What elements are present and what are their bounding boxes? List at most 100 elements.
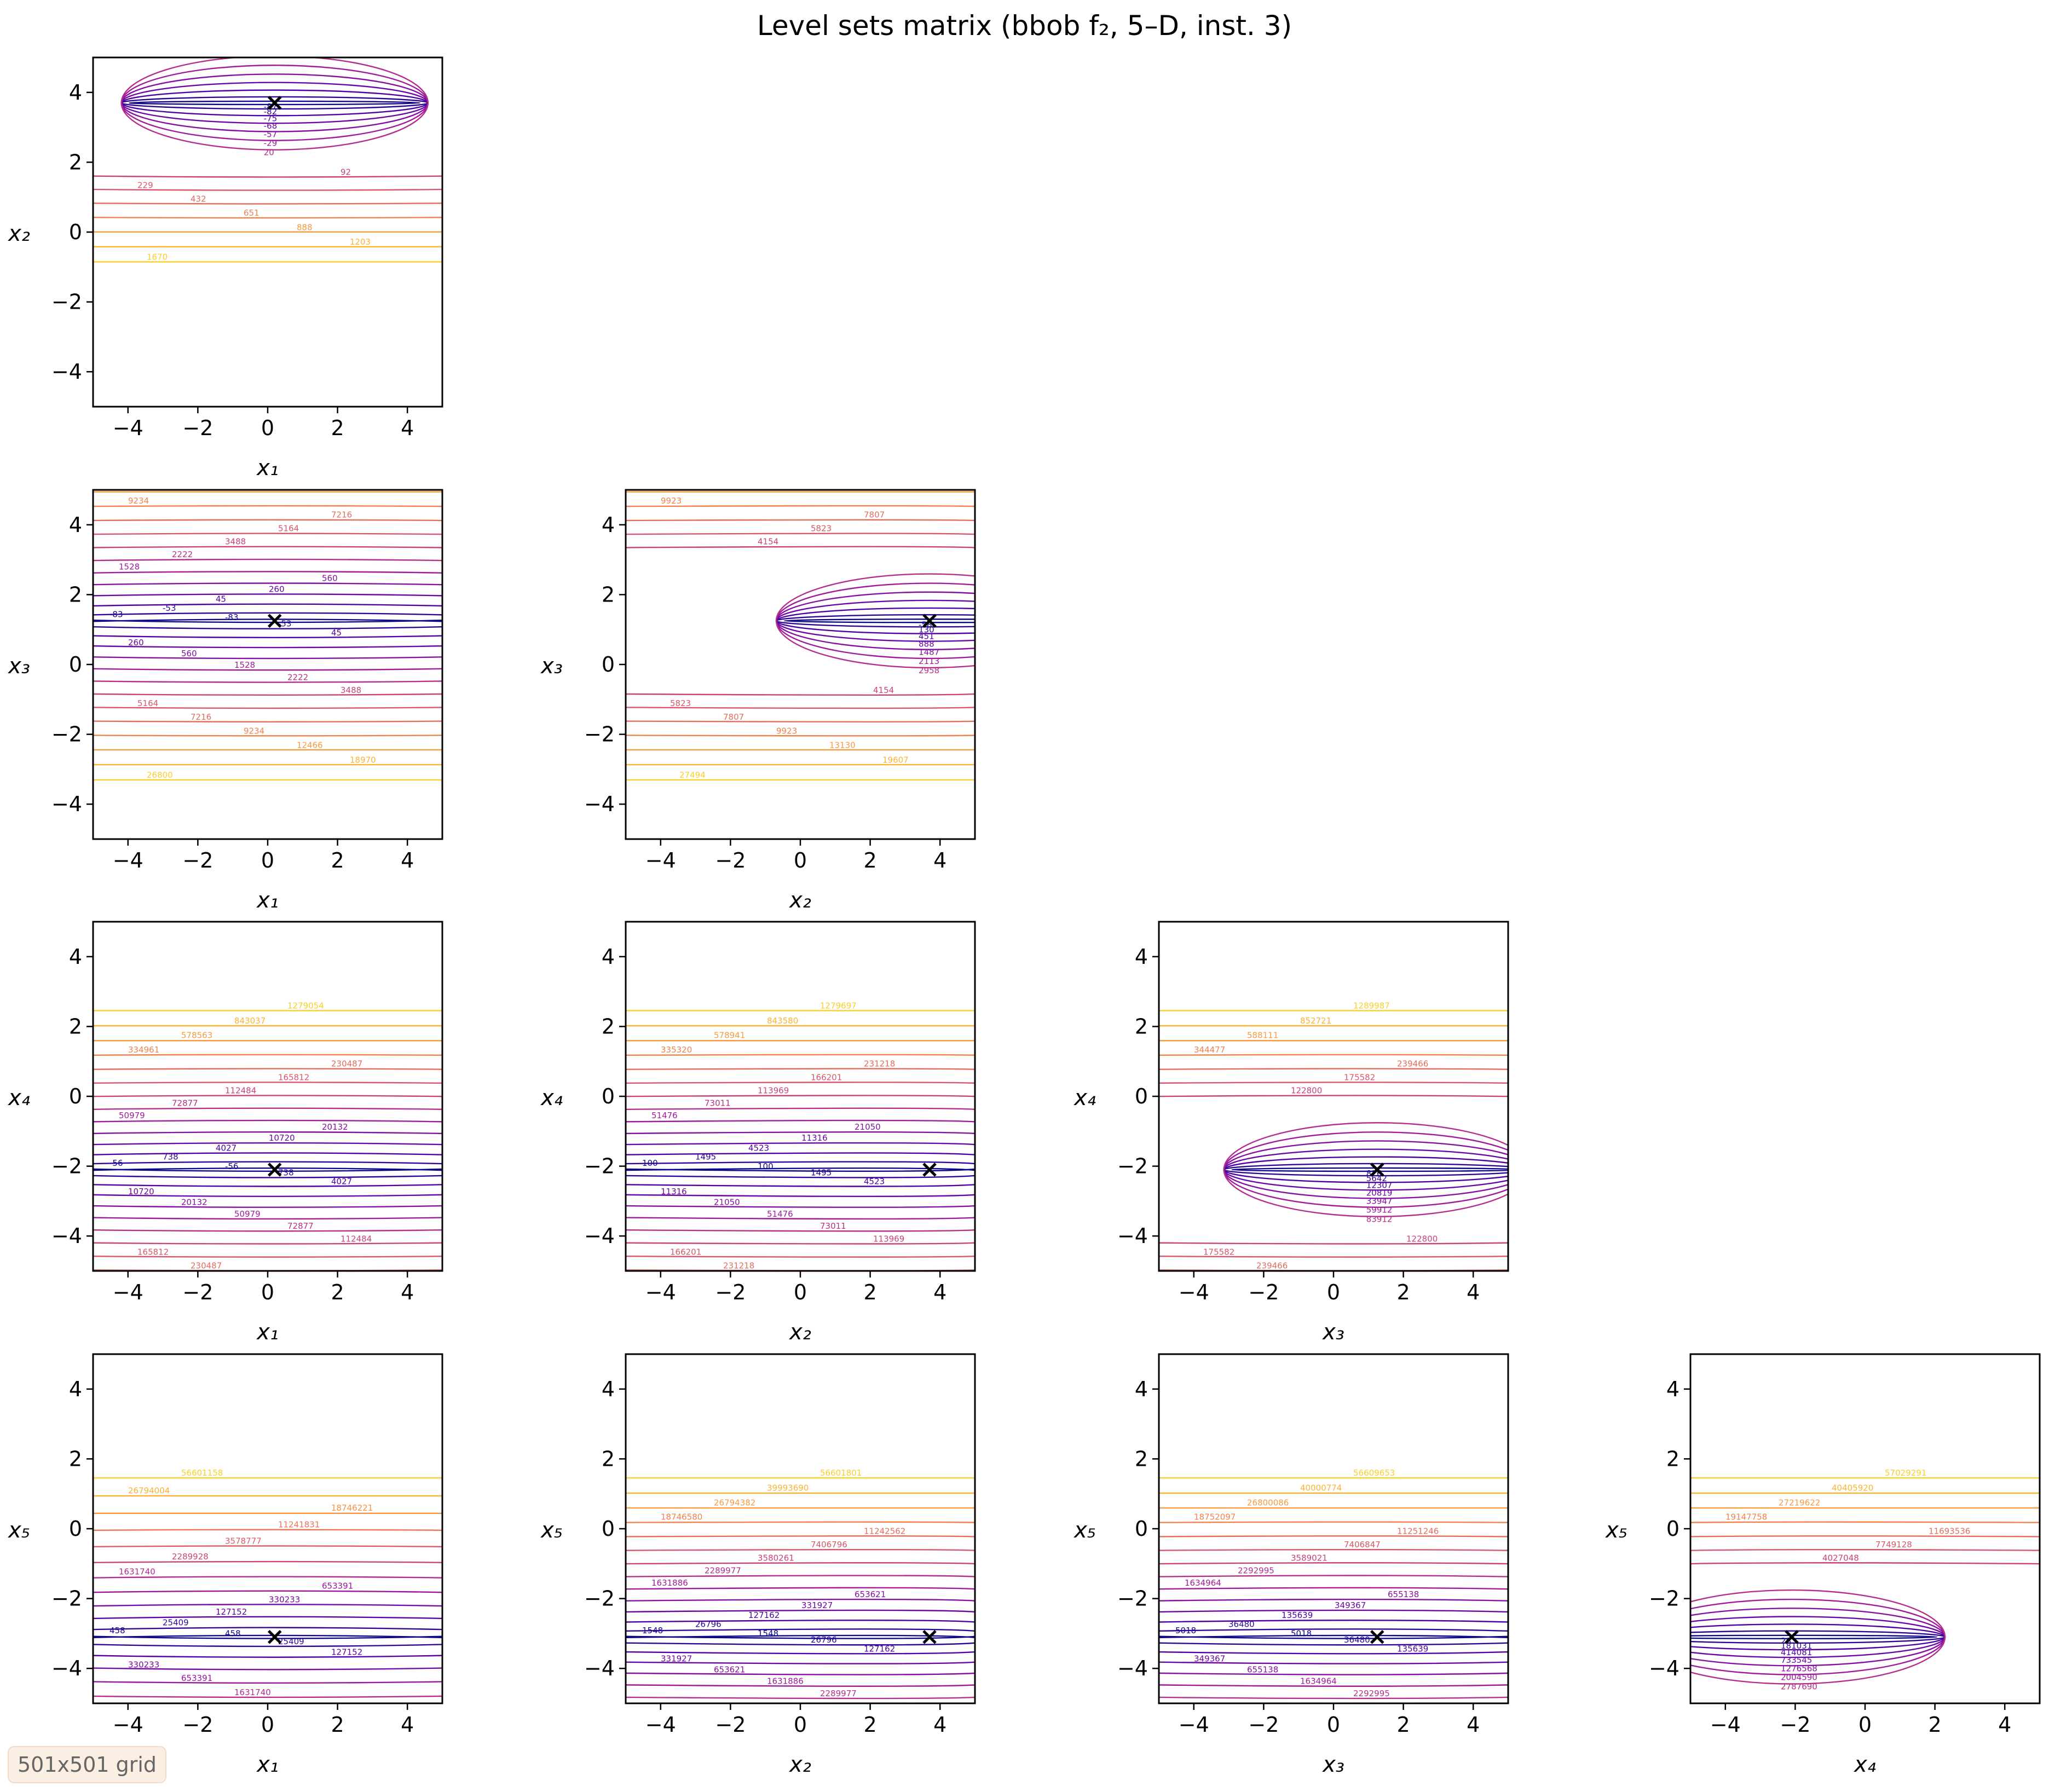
contour-line bbox=[93, 1576, 442, 1579]
x-axis-label: x₁ bbox=[256, 1752, 279, 1777]
contour-line bbox=[93, 612, 442, 616]
x-tick-label: 4 bbox=[933, 848, 946, 872]
contour-line bbox=[626, 1620, 975, 1623]
x-tick-label: −4 bbox=[645, 1713, 676, 1737]
contour-level-label: 18970 bbox=[350, 755, 376, 765]
optimum-marker bbox=[267, 1163, 282, 1177]
contour-level-label: -68 bbox=[264, 121, 278, 131]
contour-level-label: 9234 bbox=[128, 496, 149, 506]
contour-level-label: 432 bbox=[191, 194, 206, 204]
contour-set: 8265642123072081933947599128391212280012… bbox=[1159, 1001, 1508, 1271]
contour-level-label: 560 bbox=[181, 649, 197, 658]
contour-level-label: -75 bbox=[264, 113, 278, 123]
x-axis-label: x₄ bbox=[1853, 1752, 1876, 1777]
contour-level-label: 10720 bbox=[128, 1187, 154, 1196]
contour-level-label: 19607 bbox=[767, 467, 793, 477]
contour-line bbox=[93, 735, 442, 737]
contour-line bbox=[626, 1609, 975, 1613]
optimum-marker bbox=[1785, 1630, 1799, 1644]
contour-level-label: 578563 bbox=[181, 1031, 212, 1040]
contour-line bbox=[626, 1107, 975, 1110]
y-tick-label: 0 bbox=[602, 652, 615, 677]
contour-line bbox=[93, 203, 442, 205]
subplot-x1-x3: -83 -83-53-534545260260560560152815282222… bbox=[7, 489, 443, 913]
contour-level-label: 127152 bbox=[216, 1607, 247, 1617]
contour-level-label: 331927 bbox=[661, 1654, 692, 1664]
y-tick-label: −2 bbox=[584, 722, 615, 747]
contour-level-label: 4027 bbox=[331, 1177, 352, 1187]
x-axis-label: x₁ bbox=[256, 455, 279, 481]
contour-level-label: 2289977 bbox=[705, 1566, 741, 1576]
x-tick-label: −4 bbox=[113, 416, 143, 440]
contour-line bbox=[93, 1217, 442, 1220]
x-tick-label: 0 bbox=[1327, 1713, 1340, 1737]
y-axis-label: x₃ bbox=[540, 654, 563, 679]
contour-level-label: 344477 bbox=[1194, 1045, 1225, 1055]
contour-line bbox=[626, 1255, 975, 1258]
contour-level-label: 100 bbox=[758, 1161, 774, 1171]
x-axis-label: x₃ bbox=[1321, 1752, 1344, 1777]
contour-level-label: 230487 bbox=[191, 1261, 222, 1270]
contour-level-label: 11251246 bbox=[1397, 1526, 1439, 1536]
contour-level-label: 239466 bbox=[1256, 1261, 1288, 1270]
contour-level-label: -53 bbox=[163, 603, 176, 613]
contour-line bbox=[1159, 1039, 1508, 1042]
x-tick-label: 4 bbox=[1467, 1280, 1480, 1304]
y-axis-label: x₃ bbox=[7, 654, 30, 679]
contour-line bbox=[93, 1604, 442, 1607]
contour-level-label: -29 bbox=[264, 138, 278, 148]
contour-line bbox=[626, 519, 975, 522]
contour-line bbox=[1690, 1562, 2040, 1565]
contour-line bbox=[626, 1217, 975, 1220]
x-tick-label: 4 bbox=[1467, 1713, 1480, 1737]
contour-level-label: 21050 bbox=[855, 1122, 881, 1132]
contour-level-label: 260 bbox=[269, 584, 285, 594]
contour-level-label: 2113 bbox=[919, 656, 939, 666]
contour-level-label: 10720 bbox=[269, 1133, 295, 1143]
x-tick-label: −4 bbox=[645, 848, 676, 872]
contour-line bbox=[626, 1039, 975, 1042]
y-tick-label: −2 bbox=[1117, 1154, 1148, 1178]
contour-level-label: 73011 bbox=[820, 1221, 846, 1231]
contour-line bbox=[93, 1184, 442, 1187]
contour-level-label: 4154 bbox=[758, 537, 778, 547]
contour-line bbox=[93, 626, 442, 629]
contour-level-label: 56601801 bbox=[820, 1468, 862, 1478]
contour-level-label: 40405920 bbox=[1832, 1483, 1873, 1493]
contour-line bbox=[626, 1161, 975, 1165]
contour-level-label: 2292995 bbox=[1353, 1689, 1390, 1698]
subplot-x1-x5: 458 458 25409 25409 127152 127152 330233 330233… bbox=[7, 1353, 443, 1777]
y-tick-label: −2 bbox=[584, 1587, 615, 1611]
contour-line bbox=[1690, 1521, 2040, 1523]
optimum-marker bbox=[267, 96, 282, 110]
y-tick-label: 4 bbox=[602, 1377, 615, 1401]
contour-level-label: 113969 bbox=[873, 1234, 904, 1244]
contour-level-label: 122800 bbox=[1291, 1085, 1322, 1095]
contour-line bbox=[1159, 1082, 1508, 1084]
contour-level-label: 3589021 bbox=[1291, 1553, 1327, 1563]
y-tick-label: 2 bbox=[69, 1014, 82, 1038]
contour-line bbox=[1159, 1507, 1508, 1509]
contour-level-label: 11316 bbox=[801, 1133, 828, 1143]
contour-level-label: 738 bbox=[163, 1152, 178, 1162]
contour-line bbox=[93, 1068, 442, 1070]
contour-level-label: 9923 bbox=[776, 726, 797, 736]
contour-level-label: 2222 bbox=[287, 673, 308, 683]
contour-level-label: 9923 bbox=[661, 496, 682, 506]
contour-level-label: 1548 bbox=[758, 1629, 778, 1639]
contour-line bbox=[1690, 1710, 2040, 1712]
contour-level-label: 127162 bbox=[864, 1644, 895, 1654]
contour-line bbox=[1159, 1609, 1508, 1613]
contour-level-label: 1203 bbox=[350, 237, 371, 247]
x-tick-label: 0 bbox=[1858, 1713, 1872, 1737]
contour-line bbox=[93, 1167, 442, 1171]
y-tick-label: 4 bbox=[1666, 1377, 1679, 1401]
contour-level-label: 112484 bbox=[340, 1234, 372, 1244]
contour-line bbox=[626, 1521, 975, 1523]
contour-level-label: -56 bbox=[225, 1161, 239, 1171]
contour-level-label: 1487 bbox=[919, 648, 939, 657]
grid-size-badge: 501x501 grid bbox=[8, 1746, 167, 1783]
contour-level-label: 26800086 bbox=[1247, 1498, 1289, 1507]
y-tick-label: −2 bbox=[51, 722, 82, 747]
x-axis-label: x₁ bbox=[256, 1320, 279, 1345]
